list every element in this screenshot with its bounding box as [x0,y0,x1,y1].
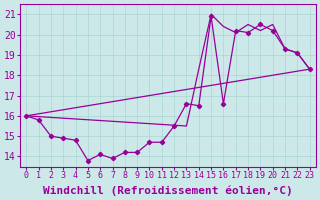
X-axis label: Windchill (Refroidissement éolien,°C): Windchill (Refroidissement éolien,°C) [43,185,293,196]
